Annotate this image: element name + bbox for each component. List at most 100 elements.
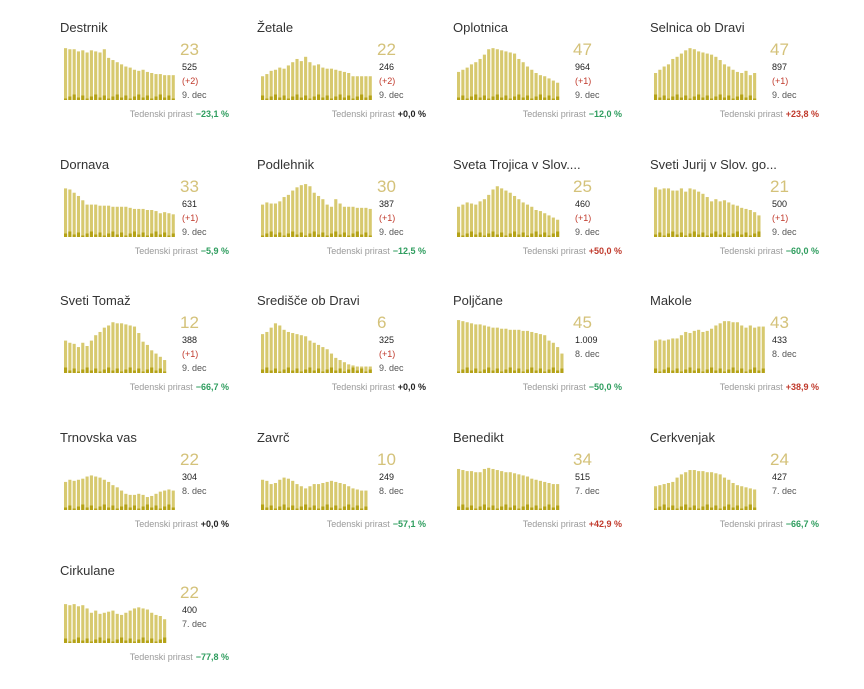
current-value: 33 — [180, 177, 199, 196]
bar-new-cases — [299, 506, 303, 510]
bar-active-cases — [132, 494, 137, 510]
bar-new-cases — [538, 234, 542, 237]
bar-new-cases — [158, 234, 162, 237]
bar-active-cases — [731, 204, 735, 237]
bar-active-cases — [171, 490, 175, 510]
bar-active-cases — [748, 75, 752, 100]
bar-new-cases — [107, 507, 111, 510]
bar-active-cases — [478, 201, 482, 237]
bar-new-cases — [137, 94, 141, 100]
bar-new-cases — [722, 97, 727, 100]
bar-active-cases — [329, 68, 334, 100]
weekly-growth-value: +0,0 % — [397, 109, 426, 119]
current-value: 25 — [573, 177, 592, 196]
bar-new-cases — [688, 367, 692, 373]
bar-new-cases — [98, 506, 102, 510]
daily-change: (+1) — [379, 213, 396, 223]
bar-active-cases — [115, 62, 119, 100]
bar-active-cases — [299, 486, 303, 510]
bar-active-cases — [150, 73, 154, 100]
municipality-card: Benedikt 34 515 7. dec Tedenski prirast +42,9… — [453, 430, 622, 546]
bar-new-cases — [355, 505, 359, 510]
bar-new-cases — [662, 504, 666, 510]
bar-new-cases — [304, 95, 308, 100]
bar-new-cases — [500, 232, 504, 237]
bar-new-cases — [543, 97, 547, 100]
bar-new-cases — [312, 370, 316, 373]
bar-active-cases — [722, 200, 727, 237]
bar-new-cases — [347, 504, 351, 510]
bar-active-cases — [154, 74, 158, 100]
bar-new-cases — [102, 369, 106, 373]
bar-active-cases — [269, 70, 273, 100]
daily-change: (+2) — [379, 76, 396, 86]
bar-new-cases — [312, 505, 316, 510]
daily-change: (+1) — [772, 76, 789, 86]
bar-active-cases — [469, 471, 474, 510]
municipality-name: Trnovska vas — [60, 430, 137, 445]
bar-active-cases — [145, 609, 149, 643]
bar-new-cases — [85, 367, 89, 373]
bar-new-cases — [282, 235, 286, 237]
bar-new-cases — [85, 233, 89, 237]
bar-active-cases — [334, 481, 338, 510]
bar-active-cases — [347, 73, 351, 100]
bar-active-cases — [556, 219, 560, 237]
bar-active-cases — [282, 68, 286, 100]
bar-new-cases — [325, 235, 329, 237]
bar-new-cases — [351, 233, 355, 237]
bar-new-cases — [163, 232, 167, 237]
bar-active-cases — [364, 207, 368, 237]
bar-active-cases — [321, 199, 325, 237]
current-value: 47 — [770, 40, 789, 59]
current-value: 22 — [180, 583, 199, 602]
bar-new-cases — [286, 507, 290, 510]
bar-active-cases — [740, 325, 744, 373]
current-value: 22 — [180, 450, 199, 469]
weekly-growth-value: −66,7 % — [195, 382, 229, 392]
bar-new-cases — [141, 637, 145, 643]
bar-new-cases — [547, 95, 551, 100]
bar-new-cases — [291, 505, 295, 510]
bar-new-cases — [513, 231, 517, 237]
bar-new-cases — [351, 98, 355, 100]
bar-new-cases — [286, 98, 290, 100]
update-date: 9. dec — [772, 227, 797, 237]
bar-new-cases — [500, 371, 504, 373]
bar-active-cases — [85, 204, 89, 237]
bar-new-cases — [748, 369, 752, 373]
mini-bar-chart — [654, 321, 765, 373]
bar-new-cases — [154, 641, 158, 643]
bar-active-cases — [735, 485, 739, 510]
weekly-growth: Tedenski prirast −66,7 % — [130, 382, 229, 392]
bar-new-cases — [278, 371, 282, 373]
bar-active-cases — [317, 195, 321, 237]
bar-new-cases — [94, 639, 98, 643]
municipality-card: Cerkvenjak 24 427 7. dec Tedenski prirast −66… — [650, 430, 819, 546]
bar-active-cases — [299, 335, 303, 373]
bar-new-cases — [491, 505, 495, 510]
weekly-growth: Tedenski prirast −66,7 % — [720, 519, 819, 529]
bar-active-cases — [521, 202, 525, 237]
bar-new-cases — [666, 98, 671, 100]
bar-new-cases — [718, 508, 722, 510]
bar-active-cases — [102, 205, 106, 237]
municipality-name: Podlehnik — [257, 157, 315, 172]
bar-new-cases — [342, 97, 346, 100]
bar-new-cases — [132, 505, 137, 510]
bar-active-cases — [487, 49, 491, 100]
bar-new-cases — [710, 98, 714, 100]
bar-active-cases — [727, 66, 731, 100]
bar-new-cases — [368, 235, 372, 237]
bar-active-cases — [547, 483, 551, 510]
bar-new-cases — [269, 231, 273, 237]
bar-active-cases — [560, 353, 564, 373]
bar-new-cases — [98, 97, 102, 100]
bar-active-cases — [697, 191, 701, 237]
bar-new-cases — [64, 367, 68, 373]
update-date: 7. dec — [182, 619, 207, 629]
bar-new-cases — [671, 231, 675, 237]
bar-active-cases — [299, 185, 303, 237]
bar-new-cases — [273, 508, 278, 510]
bar-new-cases — [338, 368, 342, 373]
